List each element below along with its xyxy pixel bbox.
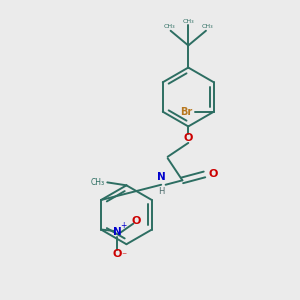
Text: CH₃: CH₃: [202, 24, 213, 29]
Text: CH₃: CH₃: [163, 24, 175, 29]
Text: +: +: [120, 220, 126, 230]
Text: CH₃: CH₃: [182, 19, 194, 24]
Text: H: H: [158, 187, 164, 196]
Text: CH₃: CH₃: [91, 178, 105, 187]
Text: ⁻: ⁻: [121, 252, 126, 262]
Text: O: O: [184, 133, 193, 142]
Text: Br: Br: [180, 107, 193, 117]
Text: O: O: [208, 169, 218, 179]
Text: O: O: [112, 249, 122, 259]
Text: N: N: [157, 172, 166, 182]
Text: N: N: [113, 227, 122, 237]
Text: O: O: [132, 216, 141, 226]
